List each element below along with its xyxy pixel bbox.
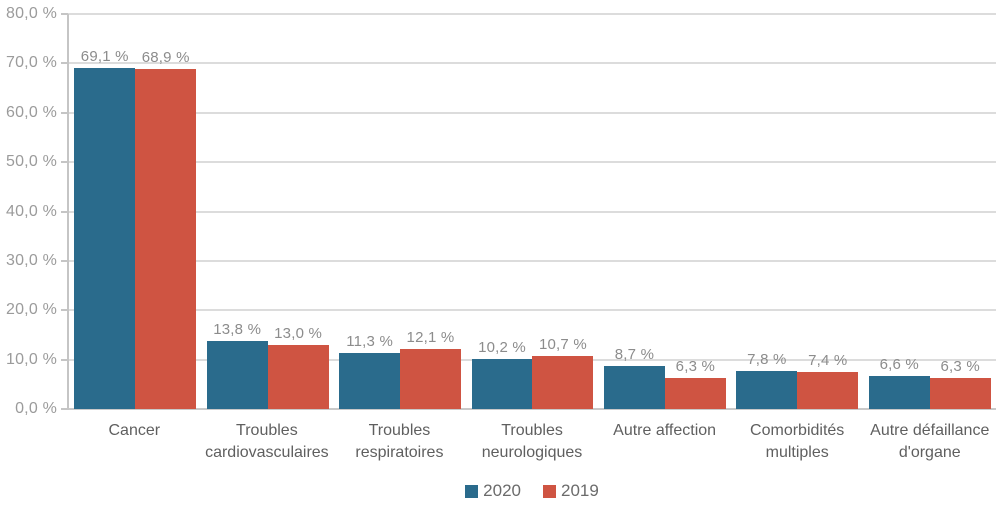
gridline (68, 13, 996, 15)
bar-2020: 69,1 % (74, 48, 136, 409)
value-label-2019: 10,7 % (538, 336, 587, 354)
category-label: Autre défaillance d'organe (870, 422, 990, 461)
value-label-2019: 68,9 % (141, 48, 190, 66)
bar-2019: 7,4 % (797, 352, 859, 409)
y-axis-tick-layer (61, 13, 68, 410)
bar-group: 7,8 % 7,4 % (731, 14, 863, 409)
legend-label: 2020 (483, 481, 521, 500)
bar-2019: 10,7 % (532, 336, 594, 409)
bar-group: 6,6 % 6,3 % (864, 14, 996, 409)
category-label: Troubles respiratoires (355, 422, 444, 461)
category-label: Comorbidités multiples (750, 422, 845, 461)
bar-group: 11,3 % 12,1 % (334, 14, 466, 409)
y-axis-tick (61, 111, 68, 114)
y-axis-tick-label: 80,0 % (5, 5, 57, 22)
y-axis-labels: 0,0 % 10,0 % 20,0 % 30,0 % 40,0 % 50,0 % 60,0 … (0, 5, 57, 417)
gridline (68, 210, 996, 213)
x-axis-labels: Cancer Troubles cardiovasculaires Troubles… (68, 420, 996, 464)
y-axis-tick (61, 358, 68, 361)
y-axis-tick-label: 10,0 % (5, 350, 57, 368)
category-label: Autre affection (613, 422, 717, 439)
value-label-2020: 69,1 % (80, 47, 129, 65)
legend: 2020 2019 (68, 481, 996, 501)
category-label: Cancer (108, 422, 161, 439)
gridline (68, 62, 996, 65)
bar-2020: 7,8 % (736, 351, 798, 409)
bar-2019: 13,0 % (267, 325, 329, 409)
y-axis-tick-label: 40,0 % (5, 202, 57, 220)
y-axis-tick (61, 408, 68, 410)
value-label-2020: 6,6 % (879, 356, 919, 374)
value-label-2020: 10,2 % (478, 338, 526, 356)
bar-groups: 69,1 % 68,9 % 13,8 % 13,0 % 11,3 % 12,1 % 10,2… (69, 14, 996, 409)
bar-2019: 12,1 % (400, 329, 461, 409)
y-axis-line (67, 14, 69, 410)
y-axis-tick-label: 0,0 % (15, 400, 57, 417)
gridline (68, 161, 996, 164)
value-label-2019: 6,3 % (940, 357, 980, 375)
value-label-2019: 12,1 % (406, 329, 455, 347)
y-axis-tick (61, 210, 68, 213)
y-axis-tick-label: 70,0 % (5, 54, 57, 72)
y-axis-tick-label: 60,0 % (5, 103, 57, 121)
bar-group: 8,7 % 6,3 % (599, 14, 731, 409)
value-label-2020: 8,7 % (614, 346, 655, 364)
y-axis-tick-label: 20,0 % (5, 301, 57, 319)
bar-2020: 11,3 % (339, 333, 401, 409)
bar-2020: 8,7 % (603, 346, 665, 409)
y-axis-tick-label: 50,0 % (5, 153, 57, 171)
value-label-2019: 13,0 % (274, 324, 323, 342)
legend-swatch-icon (543, 484, 556, 498)
y-axis-tick-label: 30,0 % (5, 251, 57, 269)
bar-2019: 6,3 % (664, 358, 726, 409)
bar-group: 10,2 % 10,7 % (466, 14, 598, 409)
legend-item-2019: 2019 (543, 481, 599, 501)
y-axis-tick (61, 62, 68, 65)
value-label-2020: 11,3 % (346, 333, 393, 351)
value-label-2020: 7,8 % (747, 350, 787, 368)
legend-item-2020: 2020 (465, 481, 521, 501)
gridline (68, 309, 996, 312)
bar-group: 13,8 % 13,0 % (201, 14, 333, 409)
bar-group: 69,1 % 68,9 % (69, 14, 201, 409)
bar-2020: 10,2 % (471, 339, 533, 409)
gridline (68, 259, 996, 262)
y-axis-tick (61, 309, 68, 312)
bar-2019: 68,9 % (135, 49, 197, 409)
gridline (68, 111, 996, 114)
y-axis-tick (61, 161, 68, 164)
bar-2020: 6,6 % (868, 356, 930, 409)
value-label-2020: 13,8 % (213, 320, 262, 338)
legend-swatch-icon (465, 484, 479, 498)
y-axis-tick (61, 13, 68, 15)
legend-label: 2019 (561, 481, 599, 500)
category-label: Troubles neurologiques (481, 422, 583, 461)
value-label-2019: 7,4 % (808, 352, 848, 370)
value-label-2019: 6,3 % (675, 357, 716, 375)
x-axis-baseline (61, 408, 996, 410)
bar-2020: 13,8 % (206, 321, 268, 409)
bar-2019: 6,3 % (929, 358, 991, 409)
y-axis-tick (61, 259, 68, 262)
category-label: Troubles cardiovasculaires (205, 422, 329, 461)
